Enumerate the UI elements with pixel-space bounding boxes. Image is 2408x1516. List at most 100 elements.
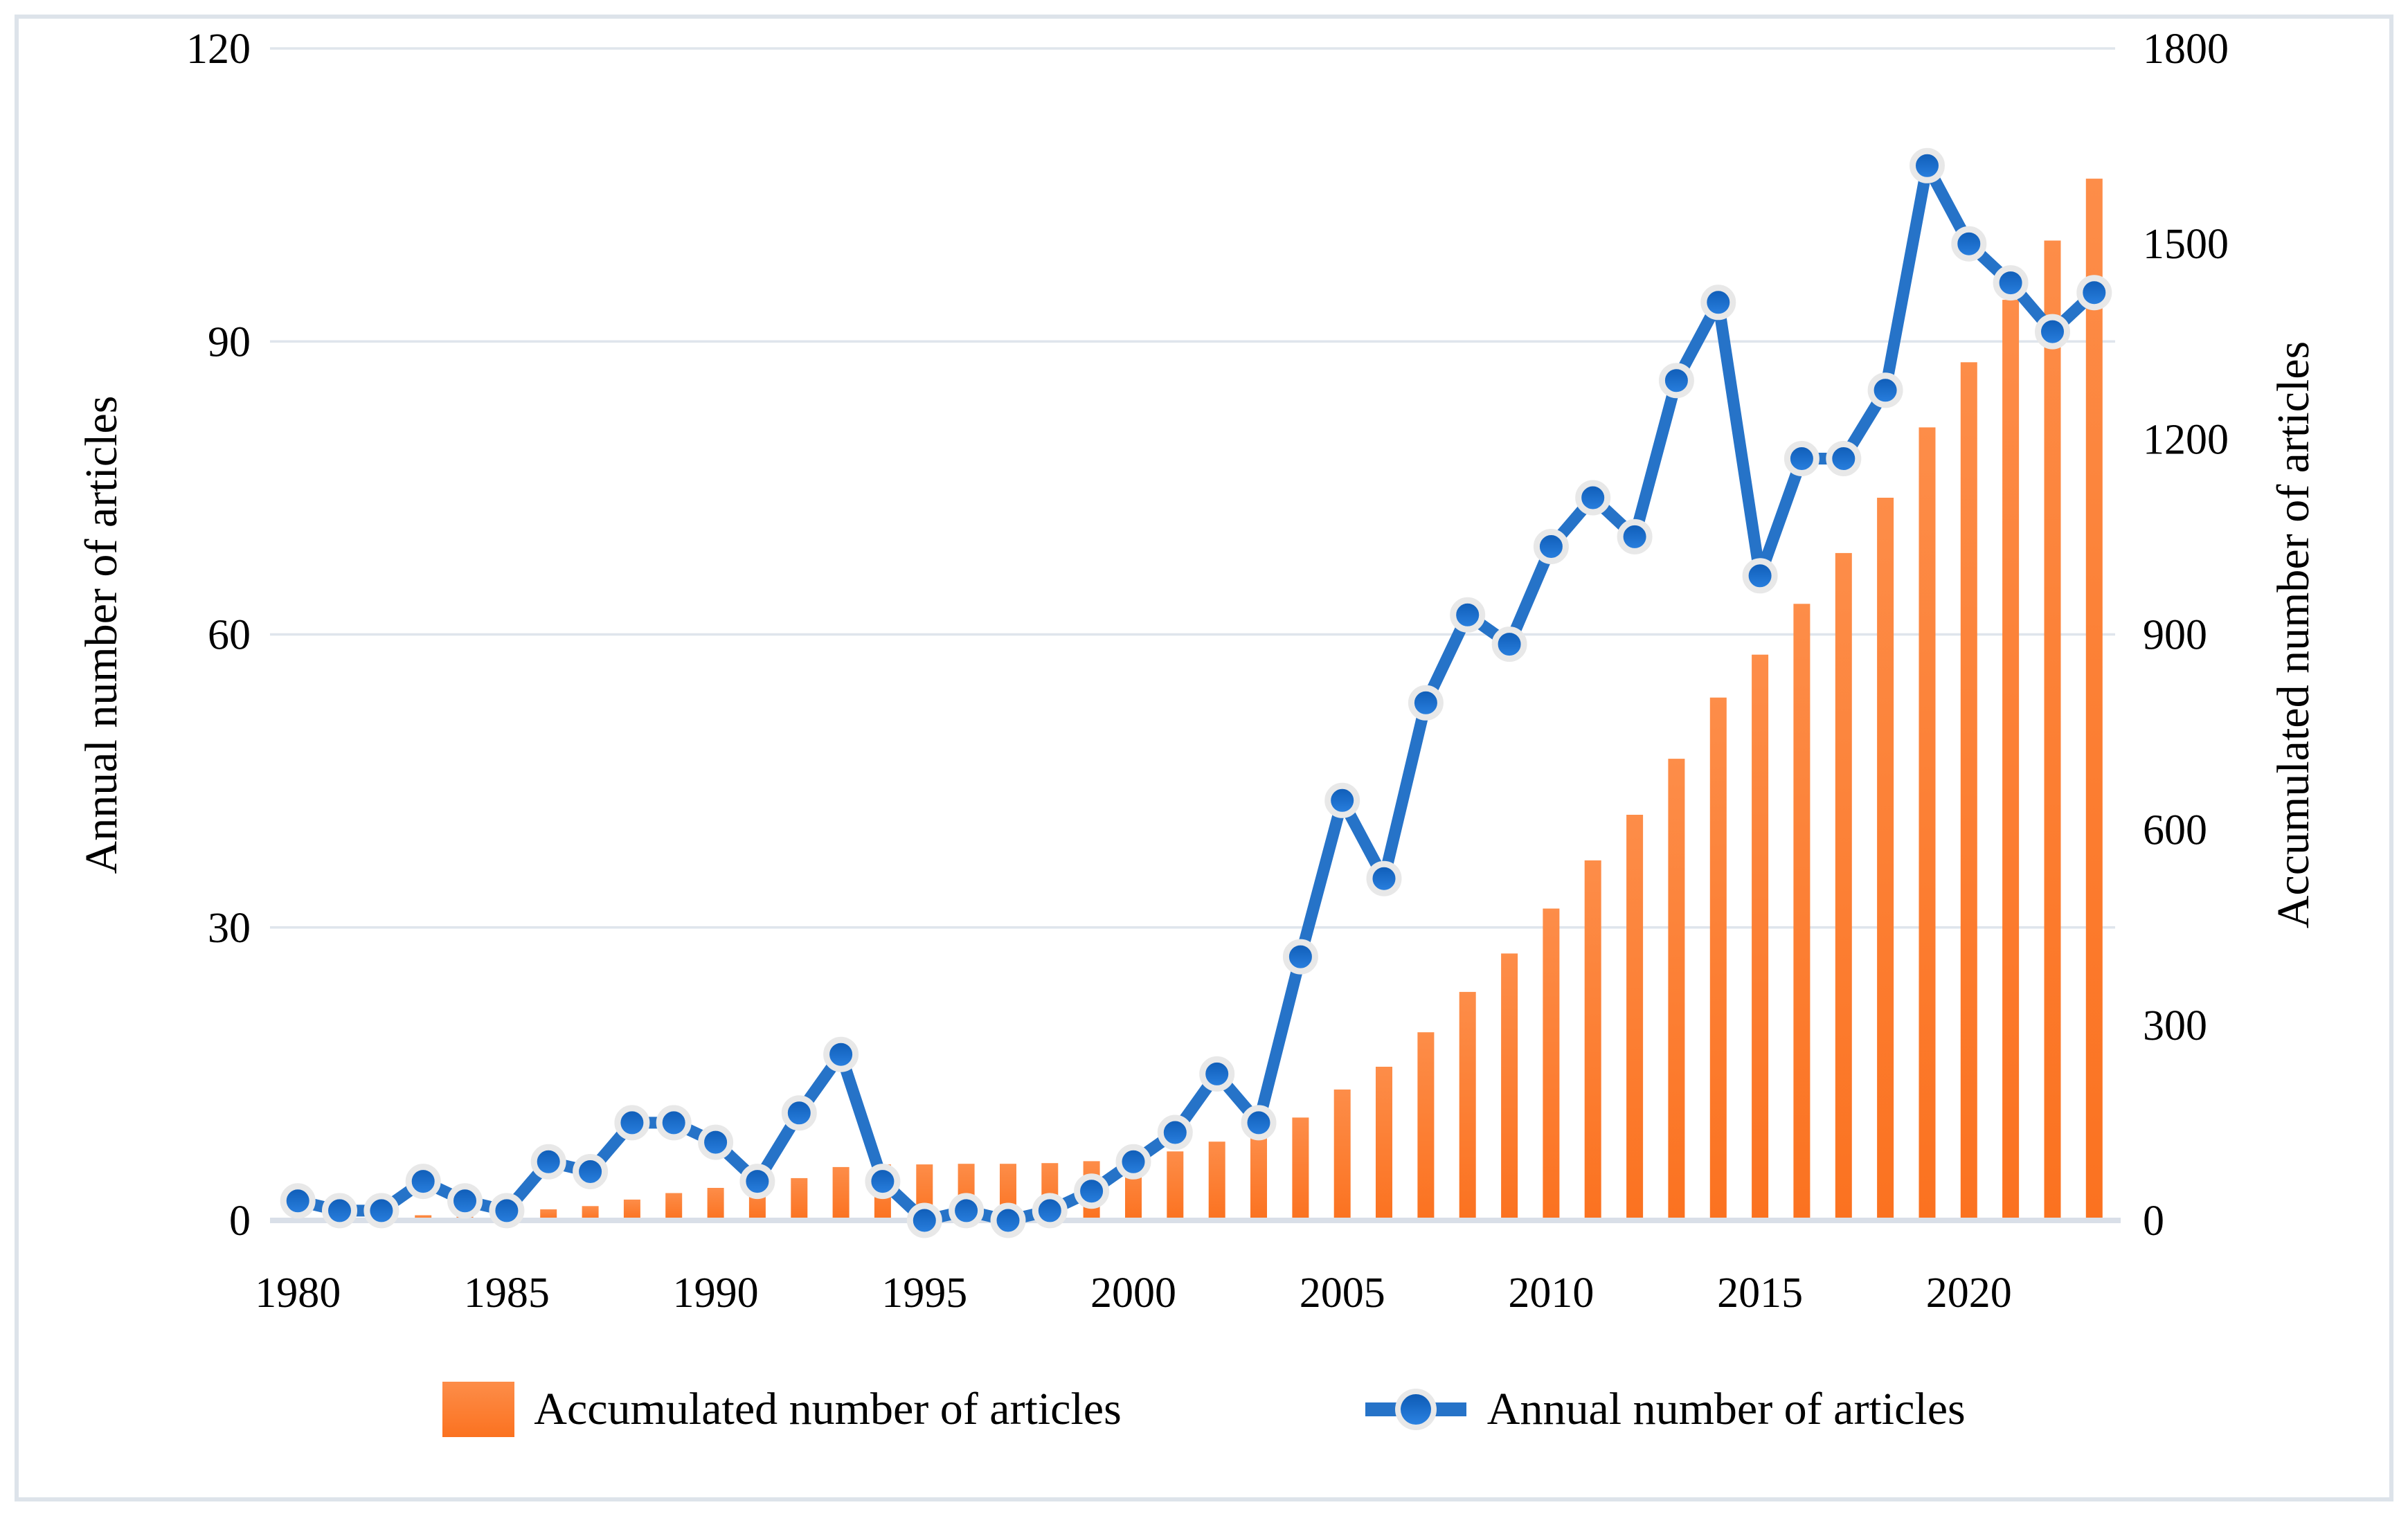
- left-axis-title: Annual number of articles: [76, 396, 127, 874]
- data-point-marker: [949, 1193, 985, 1229]
- data-point-marker: [280, 1183, 316, 1219]
- bar: [2002, 300, 2020, 1221]
- legend-item-accumulated: Accumulated number of articles: [442, 1382, 1122, 1437]
- accumulated-bar-swatch-icon: [442, 1382, 515, 1437]
- data-point-marker: [865, 1164, 901, 1200]
- right-axis-tick: 300: [2143, 1002, 2207, 1049]
- bar: [1417, 1032, 1435, 1220]
- data-point-marker: [614, 1105, 650, 1141]
- bar: [1752, 654, 1769, 1220]
- bar: [1919, 427, 1936, 1220]
- bar: [1208, 1141, 1225, 1220]
- bar: [791, 1177, 808, 1220]
- data-point-marker: [1282, 939, 1318, 975]
- data-point-marker: [906, 1202, 942, 1238]
- bar: [1333, 1089, 1351, 1220]
- left-axis-tick: 120: [186, 26, 251, 73]
- bar: [1668, 759, 1685, 1220]
- left-axis-tick: 60: [208, 612, 251, 659]
- data-point-marker: [322, 1193, 357, 1229]
- x-axis-tick: 2000: [1090, 1270, 1176, 1317]
- bar: [1835, 552, 1852, 1220]
- data-point-marker: [1951, 226, 1987, 262]
- data-point-marker: [1826, 441, 1862, 476]
- data-point-marker: [1032, 1193, 1068, 1229]
- data-point-marker: [530, 1144, 566, 1180]
- bar: [707, 1188, 724, 1220]
- right-axis-tick: 1500: [2143, 221, 2229, 268]
- data-point-marker: [739, 1164, 775, 1200]
- data-point-marker: [1617, 518, 1653, 554]
- data-point-marker: [1115, 1144, 1151, 1180]
- legend-item-annual: Annual number of articles: [1364, 1376, 1966, 1443]
- accumulated-bars-series: [289, 179, 2103, 1221]
- x-axis-tick: 1985: [464, 1270, 550, 1317]
- data-point-marker: [447, 1183, 483, 1219]
- x-axis-tick-labels: 1980 1985 1990 1995 2000 2005 2010 2015 2020: [255, 1270, 2012, 1317]
- data-point-marker: [1533, 529, 1569, 564]
- data-point-marker: [1742, 558, 1778, 594]
- annual-line-swatch-icon: [1365, 1389, 1466, 1430]
- data-point-marker: [1867, 372, 1903, 408]
- data-point-marker: [1324, 782, 1360, 818]
- data-point-marker: [1157, 1115, 1193, 1150]
- data-point-marker: [781, 1095, 817, 1131]
- annual-line-series: [280, 147, 2112, 1238]
- data-point-marker: [1366, 860, 1402, 896]
- data-point-marker: [489, 1193, 525, 1229]
- x-axis-tick: 1980: [255, 1270, 341, 1317]
- data-point-marker: [1491, 626, 1527, 662]
- right-axis-tick-labels: 0 300 600 900 1200 1500 1800: [2143, 26, 2229, 1245]
- right-axis-tick: 1800: [2143, 26, 2229, 73]
- x-axis-tick: 2010: [1508, 1270, 1594, 1317]
- bar: [1960, 362, 1977, 1220]
- bar: [1709, 697, 1727, 1220]
- left-axis-tick: 0: [229, 1198, 251, 1245]
- data-point-marker: [1074, 1173, 1110, 1209]
- bar: [2044, 240, 2061, 1220]
- data-point-marker: [1408, 685, 1444, 721]
- data-point-marker: [1993, 265, 2029, 301]
- x-axis-tick: 1995: [881, 1270, 967, 1317]
- left-axis-tick: 30: [208, 905, 251, 952]
- data-point-marker: [656, 1105, 692, 1141]
- right-axis-title: Accumulated number of articles: [2268, 341, 2319, 929]
- annual-line: [291, 159, 2101, 1227]
- bar: [1167, 1151, 1184, 1220]
- data-point-marker: [698, 1124, 734, 1160]
- left-axis-tick: 90: [208, 318, 251, 366]
- bar: [1793, 604, 1811, 1220]
- bar: [1626, 815, 1644, 1220]
- data-point-marker: [1199, 1056, 1235, 1092]
- bar: [1501, 953, 1518, 1220]
- chart-legend: Accumulated number of articles Annual nu…: [0, 1376, 2408, 1443]
- data-point-marker: [2076, 275, 2112, 311]
- bar: [1543, 908, 1560, 1220]
- data-point-marker: [1700, 285, 1736, 321]
- x-axis-tick: 1990: [673, 1270, 759, 1317]
- data-point-marker: [1658, 363, 1694, 399]
- legend-label-accumulated: Accumulated number of articles: [534, 1384, 1122, 1434]
- right-axis-tick: 0: [2143, 1198, 2164, 1245]
- x-axis-tick: 2020: [1926, 1270, 2012, 1317]
- data-point-marker: [1241, 1105, 1277, 1141]
- data-point-marker: [1575, 480, 1611, 516]
- right-axis-tick: 1200: [2143, 416, 2229, 463]
- left-axis-tick-labels: 0 30 60 90 120: [186, 26, 251, 1245]
- bar: [2085, 179, 2103, 1221]
- data-point-marker: [405, 1164, 441, 1200]
- data-point-marker: [573, 1154, 609, 1189]
- bar: [1250, 1135, 1267, 1220]
- data-point-marker: [1783, 441, 1820, 476]
- right-axis-tick: 900: [2143, 612, 2207, 659]
- right-axis-tick: 600: [2143, 807, 2207, 854]
- bar: [1877, 498, 1894, 1220]
- bar: [582, 1206, 599, 1220]
- bar: [1584, 860, 1601, 1220]
- data-point-marker: [2035, 314, 2070, 350]
- bar: [665, 1193, 683, 1220]
- data-point-marker: [363, 1193, 399, 1229]
- bar: [832, 1166, 850, 1220]
- data-point-marker: [1910, 147, 1945, 183]
- bar: [1459, 991, 1476, 1220]
